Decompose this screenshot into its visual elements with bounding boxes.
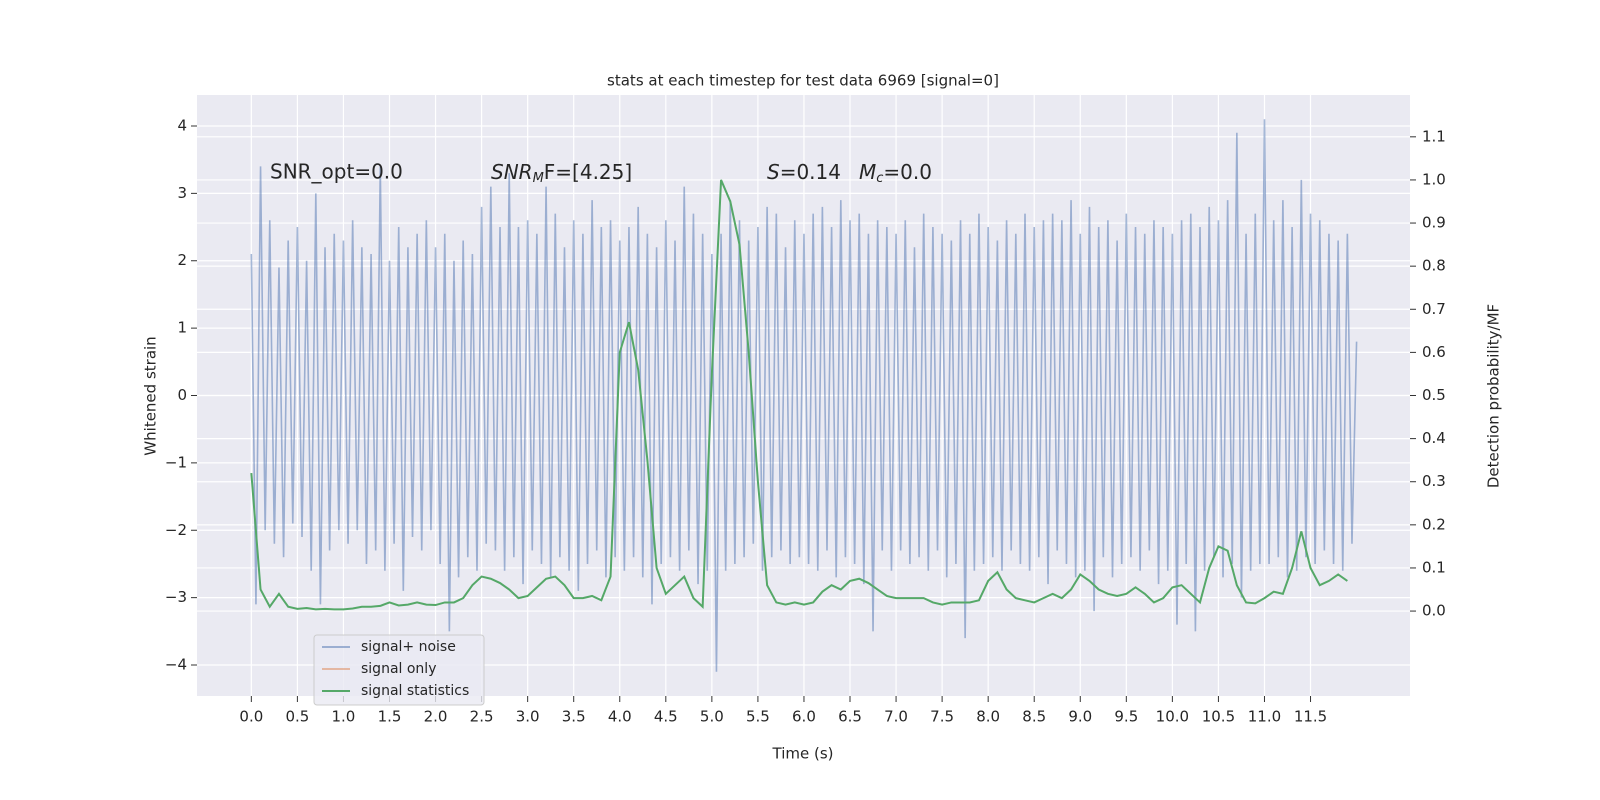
x-tick-label: 10.0 bbox=[1156, 708, 1189, 726]
x-tick-label: 5.5 bbox=[746, 708, 770, 726]
legend-label: signal statistics bbox=[361, 683, 469, 699]
annotation-italic: M bbox=[859, 160, 876, 184]
y2-tick-label: 0.6 bbox=[1422, 343, 1446, 361]
annotation-text: =0.14 bbox=[780, 160, 841, 184]
x-tick-label: 4.5 bbox=[654, 708, 678, 726]
annotation-subscript: c bbox=[876, 171, 883, 186]
annotation: SNR_opt=0.0 bbox=[270, 160, 403, 184]
y2-tick-label: 0.3 bbox=[1422, 472, 1446, 490]
x-tick-label: 5.0 bbox=[700, 708, 724, 726]
x-tick-label: 9.5 bbox=[1114, 708, 1138, 726]
x-tick-label: 4.0 bbox=[608, 708, 632, 726]
annotation: SNRMF=[4.25] bbox=[491, 160, 632, 186]
y2-tick-label: 1.0 bbox=[1422, 170, 1446, 188]
x-tick-label: 3.5 bbox=[562, 708, 586, 726]
y-tick-label: 1 bbox=[177, 319, 187, 337]
annotation-italic: SNR bbox=[491, 160, 533, 184]
y2-tick-label: 0.8 bbox=[1422, 257, 1446, 275]
annotation-italic: S bbox=[767, 160, 780, 184]
x-tick-label: 0.5 bbox=[285, 708, 309, 726]
y2-tick-label: 0.7 bbox=[1422, 300, 1446, 318]
y-tick-label: −4 bbox=[165, 656, 187, 674]
x-tick-label: 3.0 bbox=[516, 708, 540, 726]
y-tick-label: −3 bbox=[165, 588, 187, 606]
x-axis-label: Time (s) bbox=[772, 745, 834, 763]
x-tick-label: 7.5 bbox=[930, 708, 954, 726]
x-tick-label: 2.0 bbox=[424, 708, 448, 726]
annotation-subscript: M bbox=[533, 171, 544, 186]
x-tick-label: 8.5 bbox=[1022, 708, 1046, 726]
annotation-text: F=[4.25] bbox=[544, 160, 632, 184]
y-tick-label: −2 bbox=[165, 521, 187, 539]
x-tick-label: 7.0 bbox=[884, 708, 908, 726]
y-tick-label: 2 bbox=[177, 251, 187, 269]
series-line bbox=[250, 119, 1358, 672]
x-tick-label: 1.0 bbox=[332, 708, 356, 726]
y-tick-label: −1 bbox=[165, 453, 187, 471]
legend-box bbox=[313, 634, 485, 706]
x-tick-label: 9.0 bbox=[1068, 708, 1092, 726]
y-axis-label: Whitened strain bbox=[142, 336, 160, 455]
x-tick-label: 6.5 bbox=[838, 708, 862, 726]
x-tick-label: 1.5 bbox=[378, 708, 402, 726]
annotation: S=0.14 bbox=[767, 160, 841, 184]
x-tick-label: 8.0 bbox=[976, 708, 1000, 726]
x-tick-label: 0.0 bbox=[239, 708, 263, 726]
y2-tick-label: 0.9 bbox=[1422, 214, 1446, 232]
y-tick-label: 3 bbox=[177, 184, 187, 202]
y2-tick-label: 1.1 bbox=[1422, 127, 1446, 145]
y2-tick-label: 0.2 bbox=[1422, 515, 1446, 533]
x-tick-label: 11.0 bbox=[1248, 708, 1281, 726]
legend-label: signal only bbox=[361, 661, 436, 677]
x-tick-label: 2.5 bbox=[470, 708, 494, 726]
chart-title: stats at each timestep for test data 696… bbox=[607, 72, 999, 90]
y2-axis-label: Detection probability/MF bbox=[1485, 304, 1503, 488]
y-tick-label: 0 bbox=[177, 386, 187, 404]
y2-tick-label: 0.1 bbox=[1422, 558, 1446, 576]
series-line bbox=[250, 179, 1348, 611]
x-tick-label: 6.0 bbox=[792, 708, 816, 726]
legend-label: signal+ noise bbox=[361, 639, 456, 655]
x-tick-label: 10.5 bbox=[1202, 708, 1235, 726]
y2-tick-label: 0.0 bbox=[1422, 602, 1446, 620]
annotation: Mc=0.0 bbox=[859, 160, 932, 186]
x-tick-label: 11.5 bbox=[1294, 708, 1327, 726]
y2-tick-label: 0.5 bbox=[1422, 386, 1446, 404]
y2-tick-label: 0.4 bbox=[1422, 429, 1446, 447]
y-tick-label: 4 bbox=[177, 116, 187, 134]
annotation-text: =0.0 bbox=[883, 160, 932, 184]
